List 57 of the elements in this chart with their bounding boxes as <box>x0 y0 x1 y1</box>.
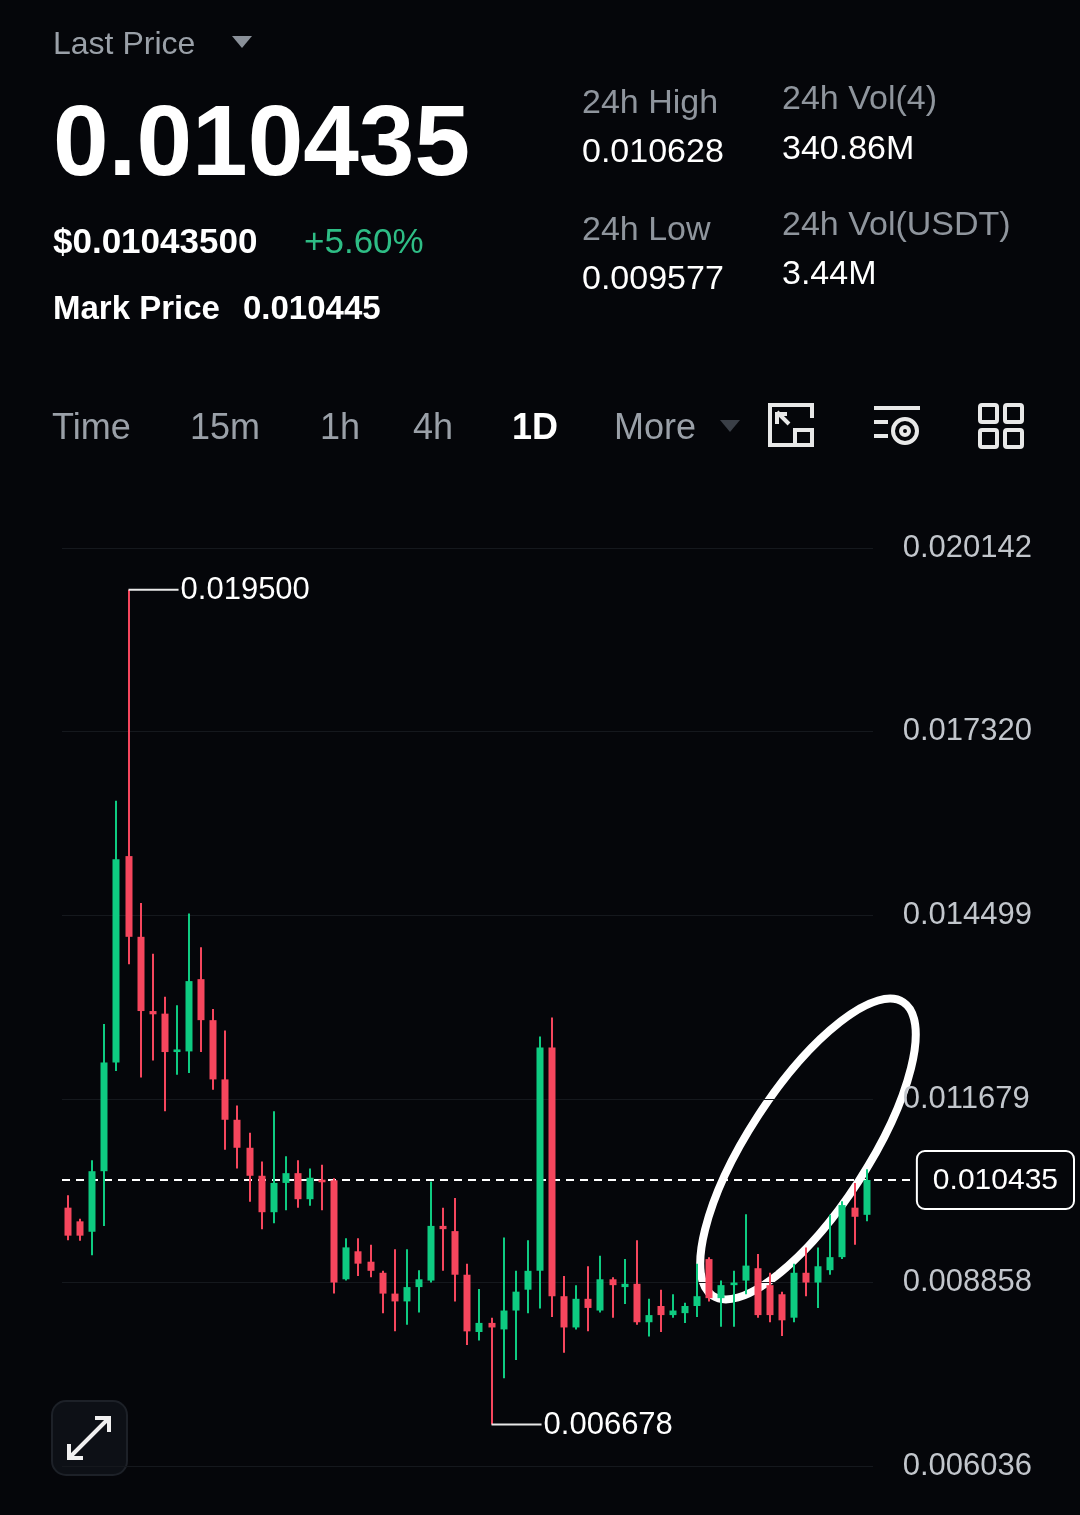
y-tick-label: 0.011679 <box>902 1079 1030 1115</box>
candlestick <box>379 1269 387 1315</box>
text: 1h <box>320 406 361 447</box>
candlestick <box>76 1217 84 1242</box>
text: 3.44M <box>782 253 877 291</box>
text: +5.60% <box>304 220 424 260</box>
text: 24h High <box>582 82 719 120</box>
candlestick <box>149 952 157 1062</box>
text: 0.010628 <box>582 131 724 169</box>
candlestick <box>512 1269 520 1362</box>
y-tick-label: 0.006036 <box>902 1446 1033 1482</box>
candlestick <box>475 1288 483 1342</box>
text: Time <box>52 406 131 447</box>
text: 4h <box>413 406 454 447</box>
text: Last Price <box>53 25 196 61</box>
text: 24h Low <box>582 209 711 247</box>
candlestick <box>439 1206 447 1272</box>
y-tick-label: 0.014499 <box>902 895 1033 931</box>
text: 0.010445 <box>243 288 381 326</box>
candlestick <box>609 1276 617 1319</box>
candlestick <box>500 1236 508 1380</box>
y-tick-label: 0.020142 <box>902 528 1033 564</box>
candlestick <box>367 1243 375 1279</box>
text: 24h Vol(4) <box>782 78 937 116</box>
ref-line-label: 0.010435 <box>932 1162 1059 1196</box>
candlestick <box>415 1269 423 1314</box>
candlestick <box>851 1181 859 1246</box>
candlestick <box>681 1301 689 1324</box>
text: 0.010435 <box>53 84 471 196</box>
candlestick <box>621 1258 629 1306</box>
annotation: 0.006678 <box>543 1406 673 1442</box>
candlestick <box>403 1248 411 1326</box>
y-tick-label: 0.017320 <box>902 712 1033 748</box>
candlestick <box>717 1279 725 1328</box>
candlestick <box>173 1004 181 1076</box>
text: 0.009577 <box>582 258 724 296</box>
candlestick <box>282 1155 290 1212</box>
candlestick <box>693 1262 701 1319</box>
text: 15m <box>190 406 261 447</box>
text: $0.01043500 <box>53 220 258 260</box>
text: Mark Price <box>53 288 220 326</box>
candlestick <box>524 1239 532 1315</box>
candlestick <box>584 1265 592 1333</box>
annotation: 0.019500 <box>180 571 310 607</box>
text: 340.86M <box>782 128 915 166</box>
candlestick <box>742 1213 750 1296</box>
text: 1D <box>512 406 559 447</box>
candlestick <box>354 1237 362 1278</box>
candlestick <box>306 1167 314 1207</box>
candlestick <box>814 1246 822 1309</box>
candlestick <box>645 1297 653 1338</box>
text: 24h Vol(USDT) <box>782 204 1011 242</box>
y-tick-label: 0.008858 <box>902 1263 1033 1299</box>
candlestick <box>802 1246 810 1298</box>
candlestick <box>657 1288 665 1334</box>
candlestick <box>826 1213 834 1276</box>
text: More <box>614 406 697 447</box>
